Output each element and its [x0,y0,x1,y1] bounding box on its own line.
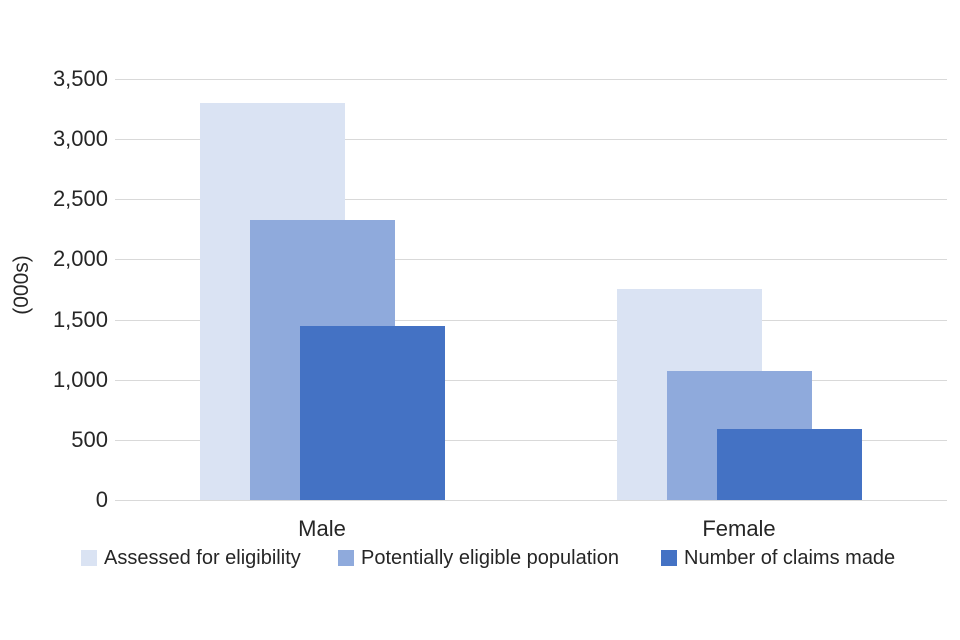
gridline [115,139,947,140]
x-category-label-female: Female [702,516,776,541]
y-tick-label: 2,000 [52,246,108,271]
x-category-label-male: Male [298,516,346,541]
legend-item-potentially-eligible-population: Potentially eligible population [338,546,619,570]
legend-item-assessed-for-eligibility: Assessed for eligibility [81,546,301,570]
legend-swatch-number-of-claims-made [661,550,677,566]
legend-item-number-of-claims-made: Number of claims made [661,546,895,570]
bar-male-number-of-claims-made [300,326,445,500]
legend-label: Assessed for eligibility [104,546,301,569]
gridline [115,320,947,321]
y-tick-label: 500 [71,427,108,452]
y-tick-label: 1,000 [52,367,108,392]
gridline [115,259,947,260]
gridline [115,380,947,381]
legend-label: Number of claims made [684,546,896,569]
gridline [115,440,947,441]
legend-label: Potentially eligible population [361,546,619,569]
gridline [115,500,947,501]
y-tick-label: 1,500 [52,307,108,332]
y-tick-label: 2,500 [52,186,108,211]
y-tick-label: 0 [95,487,108,512]
bar-female-number-of-claims-made [717,429,862,500]
y-tick-label: 3,500 [52,66,108,91]
gridline [115,199,947,200]
gridline [115,79,947,80]
legend-swatch-assessed-for-eligibility [81,550,97,566]
legend-swatch-potentially-eligible-population [338,550,354,566]
y-tick-label: 3,000 [52,126,108,151]
